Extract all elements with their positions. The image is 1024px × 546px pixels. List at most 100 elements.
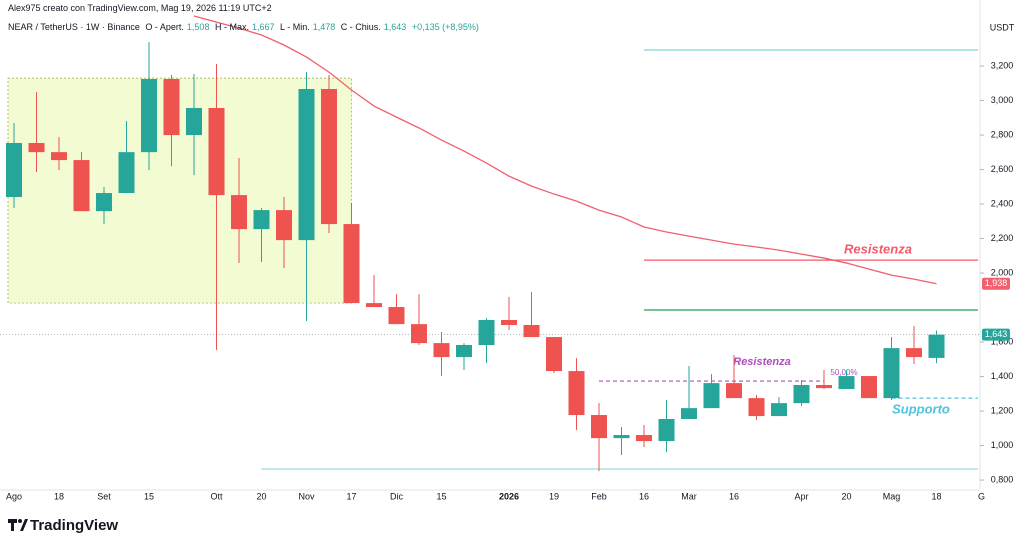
candle-body	[6, 142, 22, 197]
y-tick-label: 2,800	[991, 129, 1014, 139]
x-tick-label: Ott	[210, 491, 223, 501]
candle-body	[883, 348, 900, 399]
candle-body	[928, 334, 945, 358]
price-badge	[982, 277, 1010, 290]
candle-body	[208, 107, 225, 196]
ohlc-label: L - Min.	[280, 22, 310, 32]
candle-body	[433, 343, 450, 358]
candle-body	[546, 337, 562, 372]
ohlc-label: C - Chius.	[340, 22, 381, 32]
credit: Alex975 creato con TradingView.com, Mag …	[8, 3, 272, 13]
candle-body	[321, 89, 337, 225]
candle-body	[726, 383, 742, 399]
candle-body	[478, 319, 495, 345]
x-tick-label: Apr	[794, 491, 808, 501]
candle-body	[658, 418, 675, 442]
level-note: 50,00%	[830, 368, 857, 377]
x-tick-label: 20	[841, 491, 851, 501]
change: +0,135 (+8,95%)	[411, 22, 479, 32]
candle-body	[771, 403, 787, 417]
x-tick-label: 17	[346, 491, 356, 501]
candle-body	[231, 195, 247, 230]
price-badge	[982, 328, 1010, 341]
moving-average	[193, 15, 937, 285]
y-tick-label: 0,800	[991, 474, 1014, 484]
candle-body	[186, 107, 202, 136]
x-tick-label: 15	[436, 491, 446, 501]
y-tick-label: 1,200	[991, 405, 1014, 415]
candle-body	[343, 224, 360, 304]
candle-body	[388, 307, 405, 325]
candle-body	[703, 383, 720, 409]
x-tick-label: Nov	[298, 491, 315, 501]
range-box	[7, 77, 352, 304]
candle-body	[748, 398, 765, 417]
y-tick-label: 1,000	[991, 440, 1014, 450]
level-label: Supporto	[892, 402, 950, 417]
x-tick-label: 19	[549, 491, 559, 501]
x-tick-label: Ago	[6, 491, 22, 501]
candle-body	[253, 210, 270, 230]
x-tick-label: 15	[144, 491, 154, 501]
x-tick-label: 20	[256, 491, 266, 501]
currency: USDT	[990, 22, 1015, 32]
level-label: Resistenza	[733, 356, 790, 368]
ohlc-value: 1,508	[186, 22, 210, 32]
candle-body	[366, 303, 382, 308]
candle-body	[613, 435, 630, 439]
candle-body	[816, 385, 832, 389]
candle-body	[793, 385, 810, 404]
price-badge-label: 1,643	[985, 329, 1008, 339]
y-tick-label: 2,000	[991, 267, 1014, 277]
y-tick-label: 3,200	[991, 60, 1014, 70]
ohlc-value: 1,667	[251, 22, 275, 32]
candle-body	[591, 415, 607, 439]
ohlc-label: O - Apert.	[145, 22, 184, 32]
x-tick-label: 16	[639, 491, 649, 501]
candle-body	[861, 376, 877, 399]
candle-body	[523, 324, 540, 338]
x-tick-label: G	[978, 491, 985, 501]
candle-body	[163, 78, 180, 136]
logo: TradingView	[30, 517, 119, 534]
level-label: Resistenza	[844, 242, 912, 257]
candle-body	[51, 152, 67, 161]
x-tick-label: Set	[97, 491, 111, 501]
candle-body	[456, 344, 472, 358]
y-tick-label: 2,600	[991, 164, 1014, 174]
candle-body	[411, 324, 427, 344]
ohlc-value: 1,478	[312, 22, 336, 32]
candle-body	[73, 160, 90, 212]
y-tick-label: 2,400	[991, 198, 1014, 208]
x-tick-label: Dic	[390, 491, 403, 501]
candle-body	[568, 371, 585, 416]
y-tick-label: 3,000	[991, 95, 1014, 105]
symbol: NEAR / TetherUS · 1W · Binance	[8, 22, 140, 32]
candle-body	[118, 152, 135, 194]
x-tick-label: 2026	[499, 491, 519, 501]
y-tick-label: 1,400	[991, 371, 1014, 381]
candle-body	[636, 435, 652, 442]
price-badge-label: 1,938	[985, 278, 1008, 288]
candle-body	[96, 193, 112, 212]
candle-body	[681, 408, 697, 419]
x-tick-label: 18	[54, 491, 64, 501]
candle-body	[838, 376, 855, 389]
x-tick-label: Feb	[591, 491, 607, 501]
candle-body	[501, 319, 517, 325]
ohlc-label: H - Max.	[214, 22, 249, 32]
x-tick-label: Mag	[883, 491, 901, 501]
y-tick-label: 1,600	[991, 336, 1014, 346]
ohlc-value: 1,643	[383, 22, 407, 32]
candle-body	[28, 142, 45, 153]
candle-body	[141, 78, 157, 153]
x-tick-label: 18	[931, 491, 941, 501]
candle-body	[906, 348, 922, 358]
x-tick-label: Mar	[681, 491, 697, 501]
candle-body	[276, 210, 292, 241]
x-tick-label: 16	[729, 491, 739, 501]
legend: NEAR / TetherUS · 1W · Binance O - Apert…	[8, 22, 482, 32]
candle-body	[298, 89, 315, 241]
